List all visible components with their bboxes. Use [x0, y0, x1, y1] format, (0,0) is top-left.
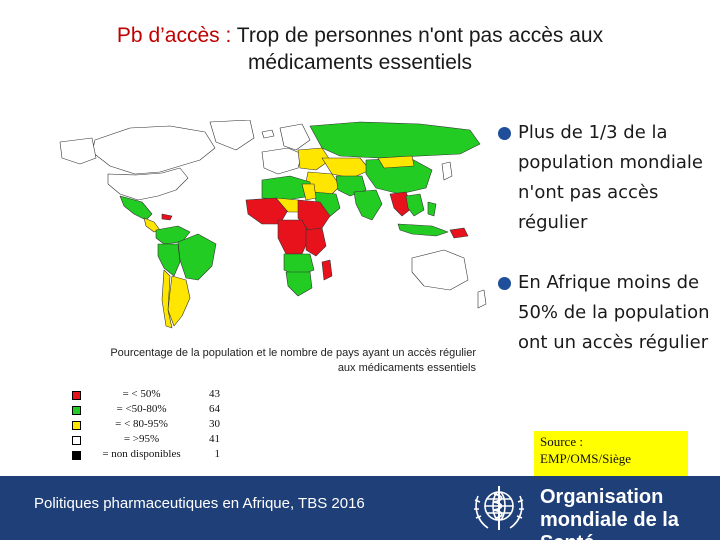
footer-bar: Politiques pharmaceutiques en Afrique, T…	[0, 476, 720, 540]
legend-swatch-red	[72, 391, 81, 400]
title-line-2: médicaments essentiels	[247, 51, 473, 74]
legend-caption: Pourcentage de la population et le nombr…	[40, 346, 476, 376]
legend-row: = < 80-95% 30	[70, 418, 230, 433]
map-egypt	[301, 183, 317, 201]
bullet-text: En Afrique moins de 50% de la population…	[518, 272, 710, 353]
map-japan	[441, 161, 453, 181]
legend-swatch-yellow	[72, 421, 81, 430]
map-peru-bolivia	[157, 243, 181, 277]
legend-row: = < 50% 43	[70, 388, 230, 403]
source-label: Source :	[540, 434, 583, 449]
title-main: Trop de personnes n'ont pas accès aux	[236, 24, 604, 47]
legend-label: = <50-80%	[116, 403, 167, 415]
bullet-list: Plus de 1/3 de la population mondiale n'…	[496, 118, 711, 358]
bullet-item: Plus de 1/3 de la population mondiale n'…	[496, 118, 711, 238]
source-box: Source : EMP/OMS/Siège	[534, 431, 688, 477]
legend-count: 43	[209, 388, 220, 400]
title-line-1: Pb d’accès : Trop de personnes n'ont pas…	[40, 22, 680, 49]
bullet-dot-icon	[498, 127, 511, 140]
title-prefix: Pb d’accès :	[116, 24, 237, 47]
map-central-asia	[321, 157, 371, 179]
map-russia	[309, 121, 481, 159]
map-new-zealand	[477, 289, 487, 309]
source-value: EMP/OMS/Siège	[540, 451, 632, 466]
map-eastern-europe	[297, 147, 331, 171]
map-madagascar	[321, 259, 333, 281]
map-caribbean	[161, 213, 173, 221]
map-china	[365, 157, 433, 195]
legend-count: 30	[209, 418, 220, 430]
map-indonesia	[397, 223, 449, 237]
who-logo: Organisation mondiale de la Santé	[470, 482, 715, 554]
map-philippines	[427, 201, 437, 217]
map-east-africa	[305, 227, 327, 257]
map-argentina	[167, 275, 191, 327]
map-canada	[91, 125, 216, 175]
legend-label: = < 80-95%	[115, 418, 168, 430]
map-western-europe	[261, 147, 303, 175]
legend-caption-line-1: Pourcentage de la population et le nombr…	[110, 347, 476, 359]
legend-swatch-black	[72, 451, 81, 460]
footer-text: Politiques pharmaceutiques en Afrique, T…	[34, 495, 365, 512]
map-iceland	[261, 129, 275, 139]
who-org-line-2: mondiale de la Santé	[540, 509, 679, 554]
legend-label: = >95%	[123, 433, 160, 445]
slide-title: Pb d’accès : Trop de personnes n'ont pas…	[40, 22, 680, 76]
legend-row: = >95% 41	[70, 433, 230, 448]
legend-label: = non disponibles	[102, 448, 181, 460]
legend-caption-line-2: aux médicaments essentiels	[337, 362, 476, 374]
bullet-item: En Afrique moins de 50% de la population…	[496, 268, 711, 358]
legend-row: = non disponibles 1	[70, 448, 230, 463]
legend-swatch-green	[72, 406, 81, 415]
map-alaska	[59, 137, 97, 165]
map-brazil	[177, 233, 217, 281]
who-org-line-1: Organisation	[540, 486, 664, 508]
map-usa	[107, 167, 189, 201]
map-india	[353, 189, 383, 221]
legend-row: = <50-80% 64	[70, 403, 230, 418]
legend-count: 1	[214, 448, 221, 460]
legend-swatch-white	[72, 436, 81, 445]
map-png	[449, 227, 469, 239]
map-australia	[411, 249, 469, 291]
map-southern-africa	[285, 271, 313, 297]
map-greenland	[209, 120, 255, 151]
bullet-dot-icon	[498, 277, 511, 290]
legend-count: 64	[209, 403, 220, 415]
legend-count: 41	[209, 433, 220, 445]
map-legend: = < 50% 43 = <50-80% 64 = < 80-95% 30 = …	[70, 388, 230, 463]
world-map	[59, 120, 487, 329]
bullet-text: Plus de 1/3 de la population mondiale n'…	[518, 122, 703, 233]
legend-label: = < 50%	[122, 388, 161, 400]
map-chile	[161, 269, 173, 329]
map-scandinavia	[279, 123, 311, 151]
map-mongolia	[377, 155, 415, 169]
who-emblem-icon	[474, 486, 524, 530]
who-org-name: Organisation mondiale de la Santé	[540, 486, 715, 555]
map-indochina	[405, 193, 425, 217]
